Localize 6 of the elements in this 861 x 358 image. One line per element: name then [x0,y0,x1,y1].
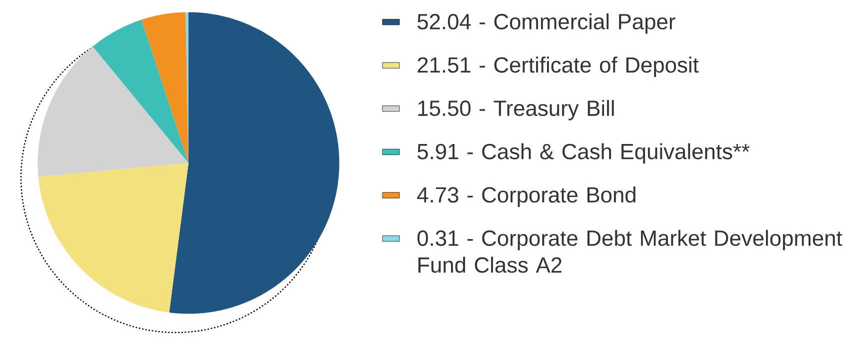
legend-label: 5.91 - Cash & Cash Equivalents** [418,144,750,164]
legend-label: 15.50 - Treasury Bill [418,100,614,121]
legend-label: 52.04 - Commercial Paper [418,14,676,34]
legend-label: 0.31 - Corporate Debt Market Development Fund Class A2 [417,230,842,274]
legend-label: 21.51 - Certificate of Deposit [418,56,699,78]
legend-label: 4.73 - Corporate Bond [417,186,636,208]
